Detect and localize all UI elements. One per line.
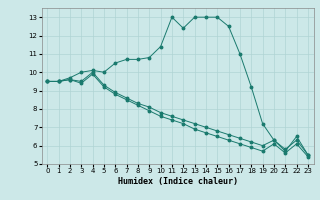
- X-axis label: Humidex (Indice chaleur): Humidex (Indice chaleur): [118, 177, 237, 186]
